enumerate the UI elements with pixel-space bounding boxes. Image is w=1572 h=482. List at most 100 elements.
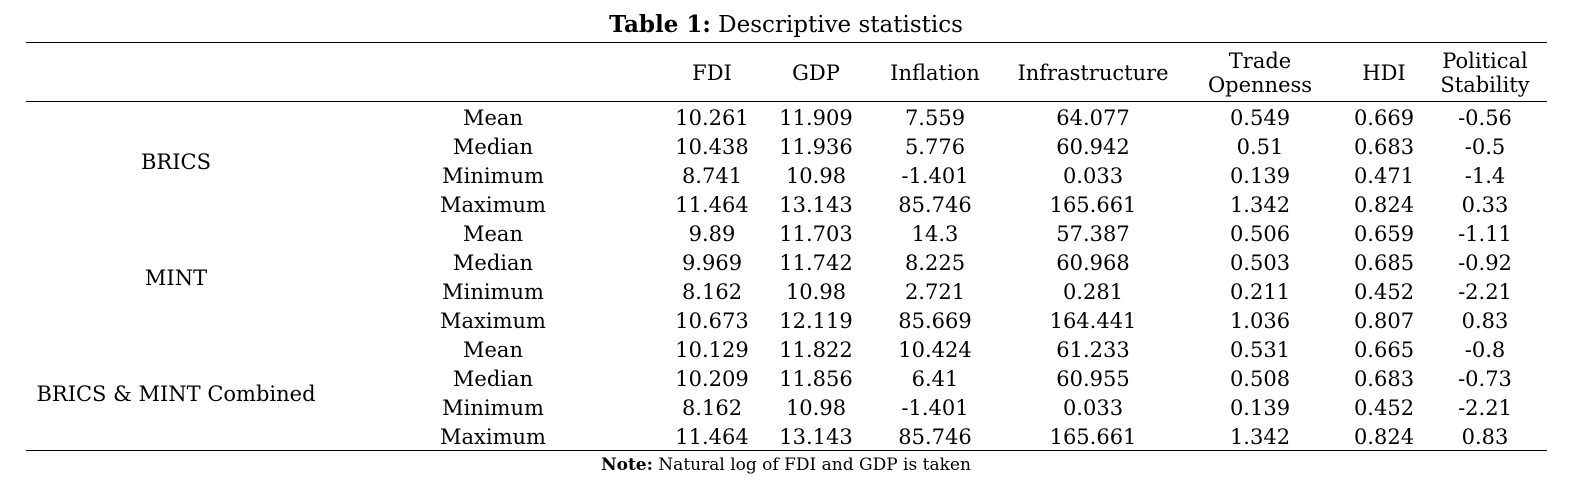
stat-label: Maximum [440,309,546,333]
table-caption-text: Descriptive statistics [710,12,963,38]
table-cell: 10.98 [785,396,847,420]
table-cell: 61.233 [1056,338,1130,362]
table-cell: 0.824 [1353,193,1415,217]
table-caption-label: Table 1: [609,11,711,38]
column-header: FDI [692,61,732,85]
table-cell: 165.661 [1049,193,1137,217]
table-cell: 60.968 [1056,251,1130,275]
table-cell: -0.73 [1458,367,1512,391]
table-cell: 11.464 [675,193,749,217]
stat-label: Mean [463,106,523,130]
stat-label: Minimum [442,164,544,188]
table-cell: 10.209 [675,367,749,391]
table-note: Note: Natural log of FDI and GDP is take… [0,452,1572,478]
table-cell: 0.51 [1236,135,1284,159]
table-cell: 0.83 [1461,425,1509,449]
table-cell: 11.856 [779,367,853,391]
column-header: Inflation [890,61,980,85]
table-note-text: Natural log of FDI and GDP is taken [652,455,971,475]
table-cell: 10.98 [785,164,847,188]
table-cell: 0.508 [1229,367,1291,391]
table-cell: 1.342 [1229,193,1291,217]
table-cell: 13.143 [779,425,853,449]
table-top-rule [26,42,1547,43]
table-cell: 0.683 [1353,367,1415,391]
table-cell: 7.559 [904,106,966,130]
table-cell: 14.3 [911,222,959,246]
table-cell: 64.077 [1056,106,1130,130]
column-header: Trade Openness [1207,49,1313,97]
table-cell: 0.665 [1353,338,1415,362]
table-cell: -1.401 [901,164,969,188]
stat-label: Maximum [440,425,546,449]
table-cell: 11.464 [675,425,749,449]
table-cell: 1.342 [1229,425,1291,449]
table-cell: -0.8 [1464,338,1506,362]
table-bottom-rule [26,450,1547,451]
table-cell: 0.281 [1062,280,1124,304]
table-cell: 0.683 [1353,135,1415,159]
table-cell: 0.503 [1229,251,1291,275]
table-cell: 10.438 [675,135,749,159]
table-cell: 11.822 [779,338,853,362]
table-cell: 0.669 [1353,106,1415,130]
table-cell: -2.21 [1458,280,1512,304]
stat-label: Median [452,135,534,159]
table-cell: 6.41 [911,367,959,391]
table-cell: 11.909 [779,106,853,130]
stat-label: Median [452,251,534,275]
table-cell: 11.936 [779,135,853,159]
table-cell: 164.441 [1049,309,1137,333]
table-cell: 10.424 [898,338,972,362]
table-cell: 165.661 [1049,425,1137,449]
table-cell: 0.471 [1353,164,1415,188]
table-cell: 12.119 [779,309,853,333]
table-cell: 0.549 [1229,106,1291,130]
table-cell: 0.452 [1353,396,1415,420]
table-cell: 0.685 [1353,251,1415,275]
table-cell: 8.162 [681,280,743,304]
stat-label: Minimum [442,396,544,420]
table-cell: 0.211 [1229,280,1291,304]
table-cell: 85.746 [898,425,972,449]
table-cell: -2.21 [1458,396,1512,420]
table-cell: 0.659 [1353,222,1415,246]
table-cell: -0.5 [1464,135,1506,159]
table-cell: 9.89 [688,222,736,246]
stat-label: Mean [463,222,523,246]
table-cell: -0.92 [1458,251,1512,275]
table-cell: 0.824 [1353,425,1415,449]
table-cell: -1.4 [1464,164,1506,188]
group-label: MINT [144,265,208,290]
table-cell: 8.741 [681,164,743,188]
table-cell: 0.139 [1229,164,1291,188]
table-cell: 11.742 [779,251,853,275]
table-cell: 85.746 [898,193,972,217]
stat-label: Median [452,367,534,391]
table-cell: 0.033 [1062,396,1124,420]
stat-label: Mean [463,338,523,362]
table-cell: -1.11 [1458,222,1512,246]
stat-label: Minimum [442,280,544,304]
table-cell: 60.942 [1056,135,1130,159]
table-cell: 2.721 [904,280,966,304]
table-cell: 1.036 [1229,309,1291,333]
table-cell: 10.98 [785,280,847,304]
table-cell: 60.955 [1056,367,1130,391]
column-header: Political Stability [1440,49,1530,97]
table-header-rule [26,101,1547,102]
table-cell: 0.506 [1229,222,1291,246]
table-cell: 9.969 [681,251,743,275]
table-cell: 0.033 [1062,164,1124,188]
group-label: BRICS & MINT Combined [36,381,316,406]
table-cell: 10.673 [675,309,749,333]
table-cell: 57.387 [1056,222,1130,246]
table-cell: -0.56 [1458,106,1512,130]
table-cell: 0.452 [1353,280,1415,304]
table-cell: -1.401 [901,396,969,420]
table-cell: 5.776 [904,135,966,159]
table-note-label: Note: [601,455,653,475]
column-header: HDI [1362,61,1406,85]
column-header: GDP [792,61,840,85]
table-cell: 11.703 [779,222,853,246]
